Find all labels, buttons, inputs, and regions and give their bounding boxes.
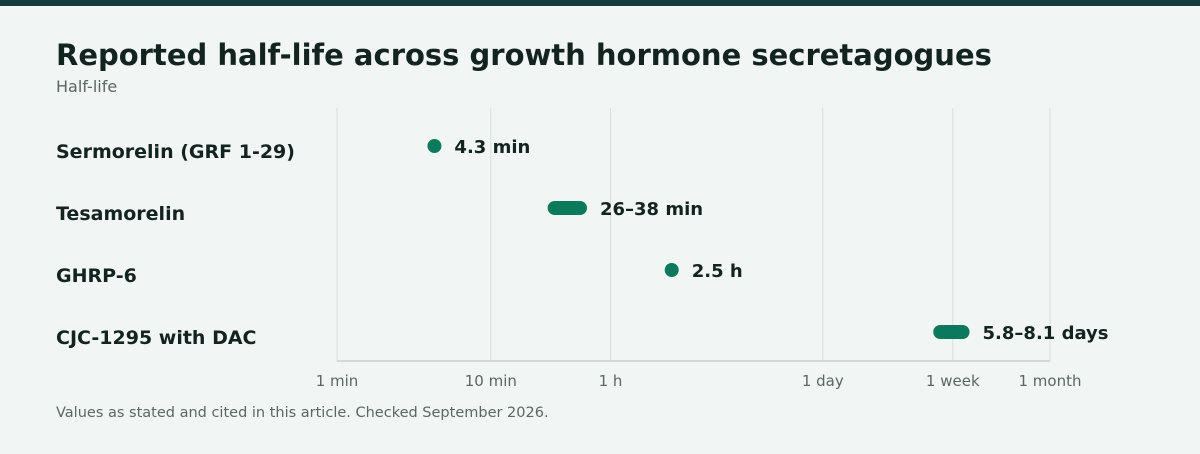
value-label: 2.5 h bbox=[692, 261, 743, 282]
x-tick-label: 10 min bbox=[465, 372, 517, 390]
x-tick-label: 1 month bbox=[1019, 372, 1082, 390]
category-label: CJC-1295 with DAC bbox=[56, 327, 256, 349]
chart-footnote: Values as stated and cited in this artic… bbox=[56, 405, 549, 421]
x-tick-label: 1 week bbox=[926, 372, 980, 390]
chart-title: Reported half-life across growth hormone… bbox=[56, 38, 992, 72]
x-tick-label: 1 h bbox=[599, 372, 623, 390]
top-accent-bar bbox=[0, 0, 1200, 6]
chart-subtitle: Half-life bbox=[56, 77, 118, 96]
category-label: Sermorelin (GRF 1-29) bbox=[56, 141, 295, 163]
value-label: 5.8–8.1 days bbox=[983, 323, 1109, 344]
category-labels: Sermorelin (GRF 1-29) Tesamorelin GHRP-6 CJ… bbox=[56, 141, 295, 349]
value-label: 26–38 min bbox=[600, 199, 703, 220]
value-label: 4.3 min bbox=[454, 137, 530, 158]
grid-lines bbox=[336, 108, 1051, 361]
category-label: Tesamorelin bbox=[56, 203, 185, 225]
x-axis: 1 min 10 min 1 h 1 day 1 week 1 month bbox=[316, 360, 1082, 390]
x-tick-label: 1 day bbox=[802, 372, 844, 390]
range-bar bbox=[933, 325, 970, 339]
data-point bbox=[427, 139, 442, 153]
category-label: GHRP-6 bbox=[56, 265, 137, 287]
range-bar bbox=[547, 201, 587, 215]
data-marks: 4.3 min 26–38 min 2.5 h 5.8–8.1 days bbox=[427, 137, 1109, 344]
x-tick-label: 1 min bbox=[316, 372, 359, 390]
data-point bbox=[664, 263, 679, 277]
